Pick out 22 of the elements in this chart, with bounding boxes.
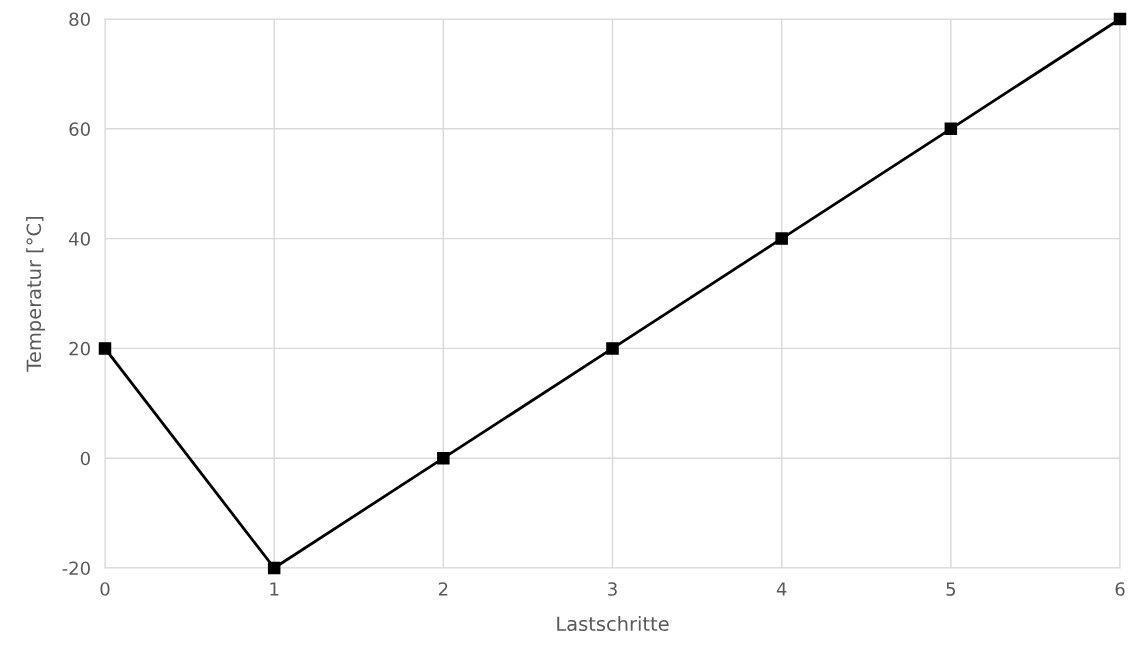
point <box>775 232 788 245</box>
x-tick-label: 2 <box>438 582 448 596</box>
y-tick-label: -20 <box>62 561 90 576</box>
y-tick-label: 80 <box>69 12 90 27</box>
x-axis-title: Lastschritte <box>557 616 669 632</box>
x-tick-label: 5 <box>946 582 955 596</box>
point <box>98 342 112 355</box>
y-tick-label: 20 <box>69 341 90 356</box>
x-tick-label: 4 <box>776 582 787 596</box>
point <box>606 342 619 355</box>
x-tick-label: 3 <box>608 582 617 596</box>
x-tick-label: 6 <box>1115 582 1125 596</box>
y-axis-title: Temperatur [°C] <box>26 217 45 372</box>
y-tick-label: 60 <box>69 122 90 136</box>
x-tick-label: 0 <box>100 582 110 596</box>
point <box>1113 12 1127 26</box>
x-tick-label: 1 <box>270 582 279 596</box>
y-tick-label: 0 <box>80 451 90 466</box>
point <box>437 451 450 465</box>
point <box>944 122 958 136</box>
y-tick-label: 40 <box>69 232 90 246</box>
point <box>267 561 281 575</box>
